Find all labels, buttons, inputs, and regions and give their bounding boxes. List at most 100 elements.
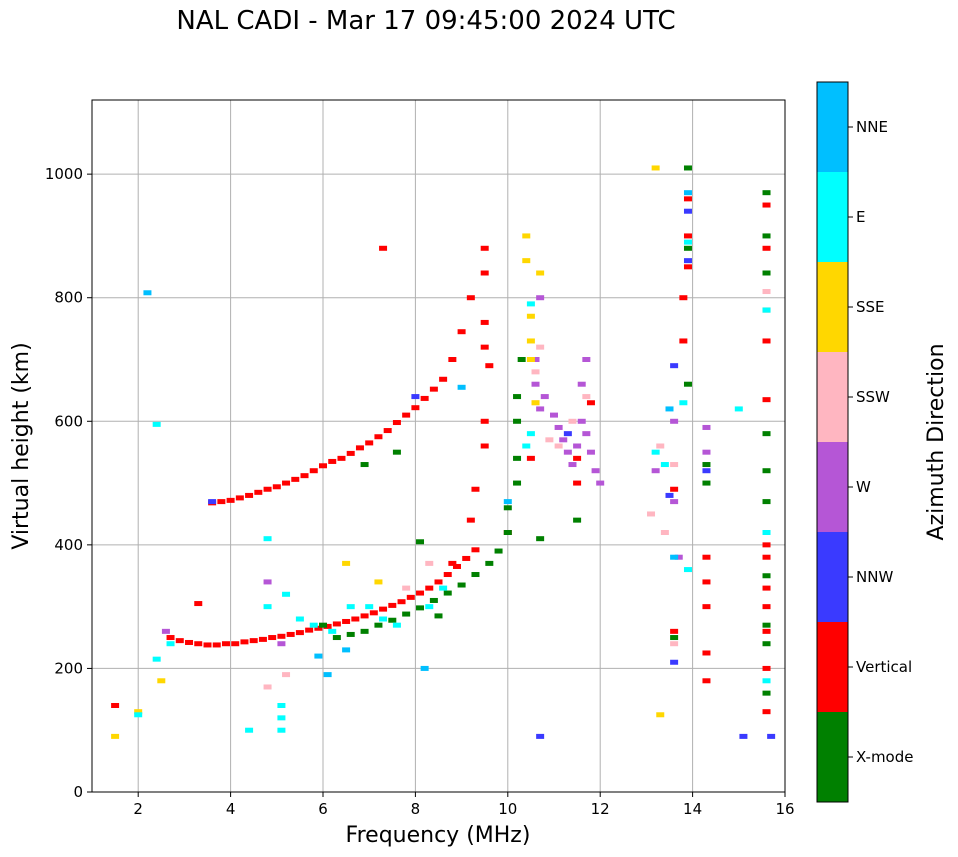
y-tick-label: 800 bbox=[54, 289, 83, 307]
data-point bbox=[471, 572, 480, 578]
data-point bbox=[342, 560, 351, 566]
data-point bbox=[647, 511, 656, 517]
x-tick-label: 12 bbox=[591, 800, 610, 818]
data-point bbox=[397, 599, 406, 605]
data-point bbox=[665, 492, 674, 498]
data-point bbox=[452, 563, 461, 569]
data-point bbox=[346, 631, 355, 637]
data-point bbox=[577, 418, 586, 424]
data-point bbox=[231, 641, 240, 647]
data-point bbox=[674, 554, 683, 560]
y-tick-label: 1000 bbox=[45, 165, 83, 183]
data-point bbox=[416, 590, 425, 596]
data-point bbox=[762, 307, 771, 313]
data-point bbox=[402, 412, 411, 418]
data-point bbox=[226, 497, 235, 503]
data-point bbox=[402, 611, 411, 617]
data-point bbox=[411, 394, 420, 400]
data-point bbox=[457, 329, 466, 335]
data-point bbox=[762, 628, 771, 634]
data-point bbox=[526, 301, 535, 307]
data-point bbox=[683, 258, 692, 264]
data-point bbox=[582, 394, 591, 400]
data-point bbox=[212, 642, 221, 648]
data-point bbox=[536, 295, 545, 301]
data-point bbox=[300, 473, 309, 479]
data-point bbox=[670, 418, 679, 424]
data-point bbox=[480, 418, 489, 424]
data-point bbox=[683, 264, 692, 270]
data-point bbox=[526, 357, 535, 362]
data-point bbox=[568, 462, 577, 468]
data-point bbox=[762, 289, 771, 295]
data-point bbox=[702, 449, 711, 455]
data-point bbox=[679, 295, 688, 301]
data-point bbox=[660, 462, 669, 468]
data-point bbox=[388, 602, 397, 608]
data-point bbox=[277, 727, 286, 733]
data-point bbox=[683, 233, 692, 239]
colorbar-segment bbox=[817, 172, 848, 262]
data-point bbox=[503, 530, 512, 535]
data-point bbox=[134, 712, 143, 718]
data-point bbox=[443, 590, 452, 596]
data-point bbox=[328, 628, 337, 634]
data-point bbox=[439, 585, 448, 591]
data-point bbox=[457, 582, 466, 588]
series-ssw bbox=[263, 289, 771, 690]
data-point bbox=[683, 239, 692, 245]
data-point bbox=[734, 406, 743, 412]
data-point bbox=[420, 395, 429, 401]
data-point bbox=[346, 604, 355, 610]
data-point bbox=[429, 386, 438, 392]
data-point bbox=[314, 653, 323, 659]
data-point bbox=[152, 421, 161, 427]
data-point bbox=[531, 357, 540, 362]
colorbar-segment bbox=[817, 442, 848, 532]
data-point bbox=[272, 484, 281, 490]
data-point bbox=[208, 499, 217, 505]
data-point bbox=[217, 499, 226, 505]
x-tick-label: 4 bbox=[226, 800, 236, 818]
data-point bbox=[305, 627, 314, 633]
colorbar: X-mode Vertical NNW W SSW SSE E NNE bbox=[816, 81, 913, 803]
data-point bbox=[762, 690, 771, 696]
data-point bbox=[443, 572, 452, 578]
data-point bbox=[702, 579, 711, 585]
data-point bbox=[379, 245, 388, 251]
data-point bbox=[328, 458, 337, 464]
data-point bbox=[670, 554, 679, 560]
data-point bbox=[656, 443, 665, 449]
data-point bbox=[591, 468, 600, 474]
data-point bbox=[683, 208, 692, 214]
data-point bbox=[342, 647, 351, 653]
data-point bbox=[762, 641, 771, 647]
data-point bbox=[762, 709, 771, 715]
data-point bbox=[480, 245, 489, 251]
data-point bbox=[416, 605, 425, 611]
data-point bbox=[425, 585, 434, 591]
colorbar-label-e: E bbox=[856, 208, 865, 226]
data-point bbox=[522, 443, 531, 449]
data-point bbox=[388, 617, 397, 623]
data-point bbox=[134, 709, 143, 715]
y-axis-label: Virtual height (km) bbox=[9, 342, 34, 549]
data-point bbox=[263, 536, 272, 542]
data-point bbox=[466, 295, 475, 301]
data-point bbox=[550, 412, 558, 418]
data-point bbox=[254, 489, 263, 495]
data-point bbox=[762, 585, 771, 591]
colorbar-label-w: W bbox=[856, 478, 871, 496]
data-point bbox=[235, 495, 244, 501]
data-point bbox=[762, 397, 771, 403]
data-point bbox=[466, 517, 475, 523]
data-point bbox=[152, 656, 161, 662]
colorbar-segment bbox=[817, 352, 848, 442]
data-point bbox=[263, 579, 272, 585]
data-point bbox=[416, 539, 425, 545]
data-point bbox=[319, 463, 327, 469]
data-point bbox=[420, 665, 429, 671]
colorbar-segment bbox=[817, 82, 848, 172]
data-point bbox=[670, 499, 679, 505]
data-point bbox=[157, 678, 166, 684]
